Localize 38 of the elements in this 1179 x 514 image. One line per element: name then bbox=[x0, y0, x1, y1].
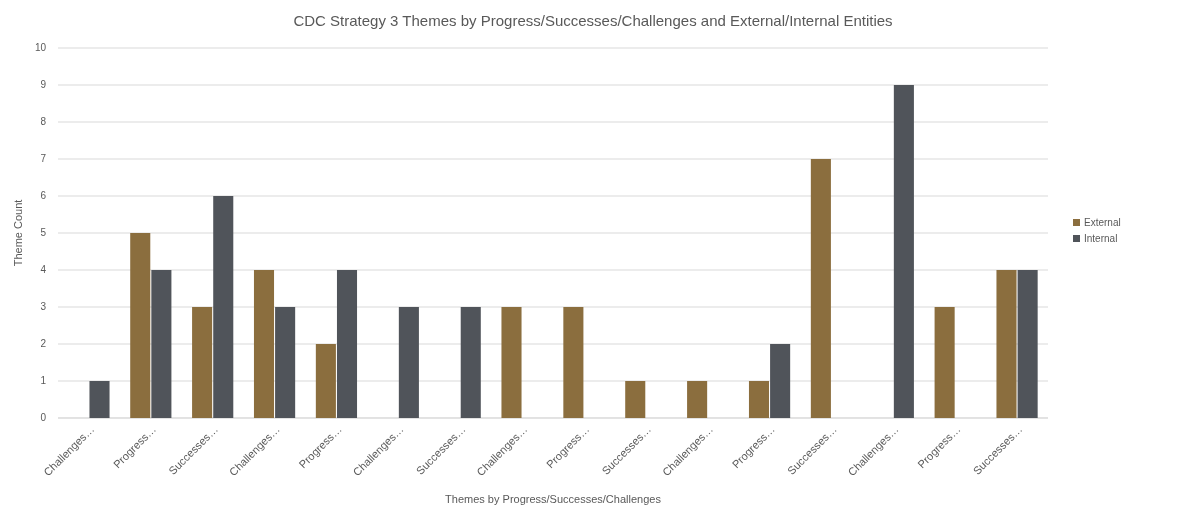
bar bbox=[893, 85, 914, 418]
x-axis-title: Themes by Progress/Successes/Challenges bbox=[445, 493, 662, 505]
bar bbox=[996, 270, 1017, 418]
y-tick-label: 7 bbox=[40, 153, 47, 165]
chart-title: CDC Strategy 3 Themes by Progress/Successes/Challenges and External/Internal Entities bbox=[293, 12, 893, 29]
bar bbox=[336, 270, 358, 418]
bar bbox=[151, 270, 172, 418]
bar bbox=[213, 196, 234, 418]
bar bbox=[89, 381, 110, 418]
y-tick-label: 1 bbox=[40, 375, 47, 387]
bar bbox=[192, 307, 213, 418]
bar bbox=[810, 159, 831, 418]
bar bbox=[501, 307, 522, 418]
legend-label: External bbox=[1084, 217, 1121, 229]
bar bbox=[315, 344, 336, 418]
y-tick-label: 3 bbox=[40, 301, 47, 313]
y-tick-label: 5 bbox=[40, 227, 47, 239]
bar bbox=[770, 344, 791, 418]
bar bbox=[275, 307, 296, 418]
bar bbox=[563, 307, 584, 418]
y-tick-label: 10 bbox=[34, 42, 47, 54]
bar bbox=[1017, 270, 1038, 418]
y-tick-label: 9 bbox=[40, 79, 47, 91]
bar bbox=[398, 307, 419, 418]
y-axis-title: Theme Count bbox=[12, 199, 24, 267]
y-tick-label: 0 bbox=[40, 412, 47, 424]
bar bbox=[687, 381, 708, 418]
bar bbox=[253, 270, 275, 418]
bar bbox=[934, 307, 955, 418]
bar bbox=[625, 381, 646, 418]
bar bbox=[130, 233, 151, 418]
bar bbox=[460, 307, 481, 418]
y-tick-label: 4 bbox=[40, 264, 47, 276]
y-tick-label: 6 bbox=[40, 190, 47, 202]
bar bbox=[748, 381, 770, 418]
y-tick-label: 2 bbox=[40, 338, 47, 350]
legend-label: Internal bbox=[1084, 233, 1118, 245]
y-tick-label: 8 bbox=[40, 116, 47, 128]
